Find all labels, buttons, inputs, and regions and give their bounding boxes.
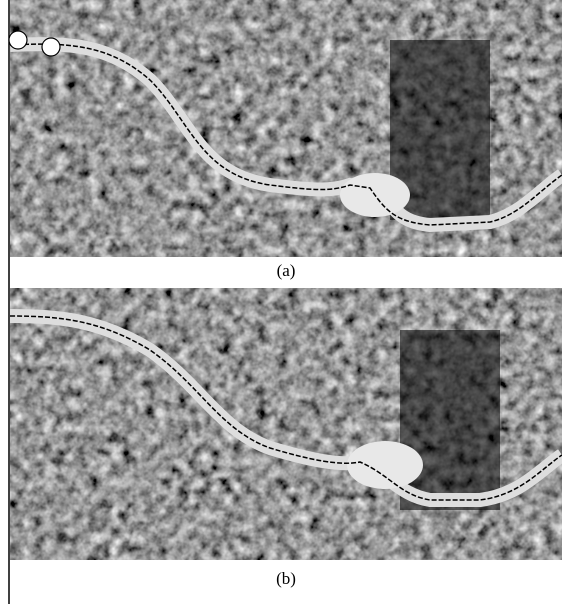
- caption: (b): [276, 569, 296, 588]
- figure: (a) (b): [0, 0, 562, 604]
- control-point: [9, 31, 27, 49]
- control-point: [42, 38, 60, 56]
- caption: (a): [277, 261, 296, 280]
- aerial-image: [10, 0, 562, 257]
- clearing: [347, 441, 423, 489]
- aerial-image: [10, 288, 562, 560]
